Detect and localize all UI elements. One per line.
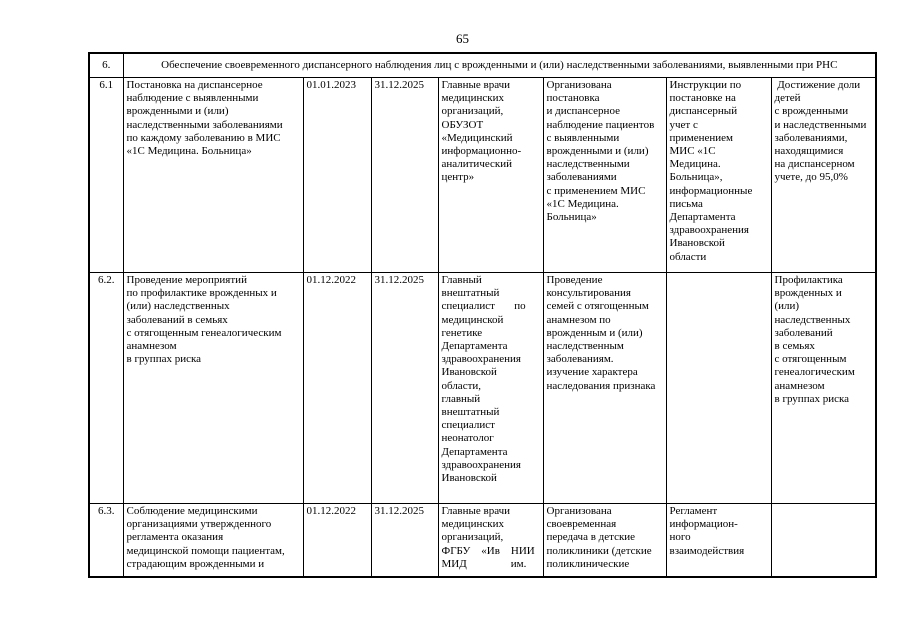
cell-activity: Проведение мероприятий по профилактике в… (122, 272, 304, 504)
cell-responsible: Главный внештатный специалист по медицин… (437, 272, 544, 504)
cell-start-date: 01.12.2022 (302, 503, 372, 578)
cell-outcome: Достижение доли детей с врожденными и на… (770, 77, 877, 273)
row-number: 6.2. (88, 272, 124, 504)
cell-start-date: 01.01.2023 (302, 77, 372, 273)
cell-outcome: Профилактика врожденных и (или) наследст… (770, 272, 877, 504)
section-number: 6. (88, 52, 124, 78)
page-number: 65 (456, 31, 469, 46)
table-row-6-1: 6.1 Постановка на диспансерное наблюдени… (88, 77, 877, 273)
action-plan-table: 6. Обеспечение своевременного диспансерн… (88, 52, 878, 578)
cell-start-date: 01.12.2022 (302, 272, 372, 504)
cell-responsible: Главные врачи медицинских организаций, Ф… (437, 503, 544, 578)
table-row-section-6: 6. Обеспечение своевременного диспансерн… (88, 52, 877, 78)
cell-end-date: 31.12.2025 (370, 503, 439, 578)
cell-result: Организована своевременная передача в де… (542, 503, 667, 578)
cell-documents: Регламент информацион- ного взаимодейств… (665, 503, 772, 578)
row-number: 6.1 (88, 77, 124, 273)
cell-result: Организована постановка и диспансерное н… (542, 77, 667, 273)
row-number: 6.3. (88, 503, 124, 578)
cell-outcome (770, 503, 877, 578)
cell-responsible: Главные врачи медицинских организаций, О… (437, 77, 544, 273)
section-title: Обеспечение своевременного диспансерного… (122, 52, 877, 78)
table-row-6-3: 6.3. Соблюдение медицинскими организация… (88, 503, 877, 578)
cell-documents: Инструкции по постановке на диспансерный… (665, 77, 772, 273)
cell-activity: Постановка на диспансерное наблюдение с … (122, 77, 304, 273)
cell-end-date: 31.12.2025 (370, 77, 439, 273)
cell-result: Проведение консультирования семей с отяг… (542, 272, 667, 504)
cell-documents (665, 272, 772, 504)
table-row-6-2: 6.2. Проведение мероприятий по профилакт… (88, 272, 877, 504)
cell-end-date: 31.12.2025 (370, 272, 439, 504)
cell-activity: Соблюдение медицинскими организациями ут… (122, 503, 304, 578)
